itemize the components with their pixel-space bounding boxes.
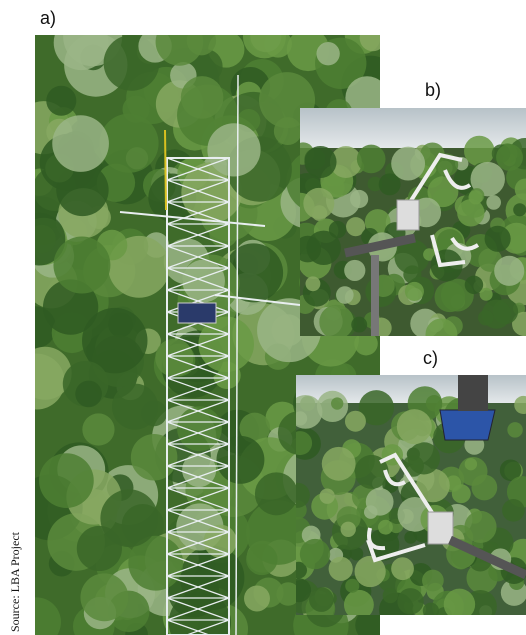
leaf-cluster: [513, 203, 526, 216]
leaf-cluster: [181, 76, 224, 119]
leaf-cluster: [244, 586, 270, 612]
leaf-cluster: [366, 488, 394, 516]
leaf-cluster: [480, 288, 493, 301]
leaf-cluster: [444, 589, 475, 620]
leaf-cluster: [465, 458, 477, 470]
leaf-cluster: [357, 145, 386, 174]
leaf-cluster: [397, 588, 423, 614]
leaf-cluster: [345, 579, 359, 593]
leaf-cluster: [9, 354, 65, 410]
leaf-cluster: [355, 556, 386, 587]
panel-label: a): [40, 8, 56, 28]
leaf-cluster: [306, 231, 340, 265]
leaf-cluster: [341, 522, 356, 537]
figure: a) b) c) Source: LBA Project: [0, 0, 526, 635]
leaf-cluster: [496, 144, 523, 171]
leaf-cluster: [306, 276, 321, 291]
leaf-cluster: [319, 305, 354, 340]
leaf-cluster: [422, 570, 444, 592]
leaf-cluster: [216, 436, 264, 484]
leaf-cluster: [452, 484, 471, 503]
leaf-cluster: [391, 557, 414, 580]
photo-b: [286, 108, 526, 350]
leaf-cluster: [425, 318, 457, 350]
leaf-cluster: [77, 526, 122, 571]
leaf-cluster: [329, 557, 353, 581]
leaf-cluster: [319, 488, 334, 503]
leaf-cluster: [204, 525, 237, 558]
leaf-cluster: [28, 225, 56, 253]
leaf-cluster: [300, 539, 330, 569]
leaf-cluster: [345, 411, 366, 432]
leaf-cluster: [255, 472, 298, 515]
leaf-cluster: [391, 147, 425, 181]
leaf-cluster: [486, 195, 501, 210]
leaf-cluster: [379, 173, 401, 195]
leaf-cluster: [423, 603, 439, 619]
leaf-cluster: [485, 226, 511, 252]
leaf-cluster: [378, 520, 393, 535]
leaf-cluster: [304, 146, 336, 178]
leaf-cluster: [408, 442, 440, 474]
leaf-cluster: [331, 397, 343, 409]
leaf-cluster: [383, 588, 398, 603]
panel-label: b): [425, 80, 441, 100]
leaf-cluster: [207, 123, 260, 176]
leaf-cluster: [435, 282, 466, 313]
leaf-cluster: [131, 434, 178, 481]
leaf-cluster: [187, 26, 216, 55]
leaf-cluster: [322, 447, 356, 481]
leaf-cluster: [468, 190, 482, 204]
leaf-cluster: [360, 25, 386, 51]
leaf-cluster: [82, 413, 114, 445]
leaf-cluster: [397, 409, 432, 444]
leaf-cluster: [494, 256, 524, 286]
leaf-cluster: [54, 15, 109, 70]
panel-label: c): [423, 348, 438, 368]
photo-c: [280, 375, 526, 628]
leaf-cluster: [403, 265, 421, 283]
leaf-cluster: [507, 422, 522, 437]
leaf-cluster: [53, 237, 110, 294]
leaf-cluster: [75, 381, 102, 408]
source-note: Source: LBA Project: [8, 531, 22, 632]
leaf-cluster: [351, 317, 367, 333]
leaf-cluster: [502, 499, 525, 522]
leaf-cluster: [52, 115, 109, 172]
leaf-cluster: [309, 587, 334, 612]
leaf-cluster: [243, 15, 286, 58]
leaf-cluster: [336, 286, 354, 304]
leaf-cluster: [80, 573, 128, 621]
leaf-cluster: [478, 310, 494, 326]
leaf-cluster: [344, 260, 365, 281]
leaf-cluster: [112, 384, 158, 430]
leaf-cluster: [303, 188, 334, 219]
leaf-cluster: [404, 531, 417, 544]
leaf-cluster: [46, 86, 76, 116]
leaf-cluster: [350, 190, 368, 208]
leaf-cluster: [405, 282, 424, 301]
leaf-cluster: [316, 42, 339, 65]
leaf-cluster: [457, 199, 484, 226]
leaf-cluster: [39, 453, 94, 508]
leaf-cluster: [464, 136, 495, 167]
